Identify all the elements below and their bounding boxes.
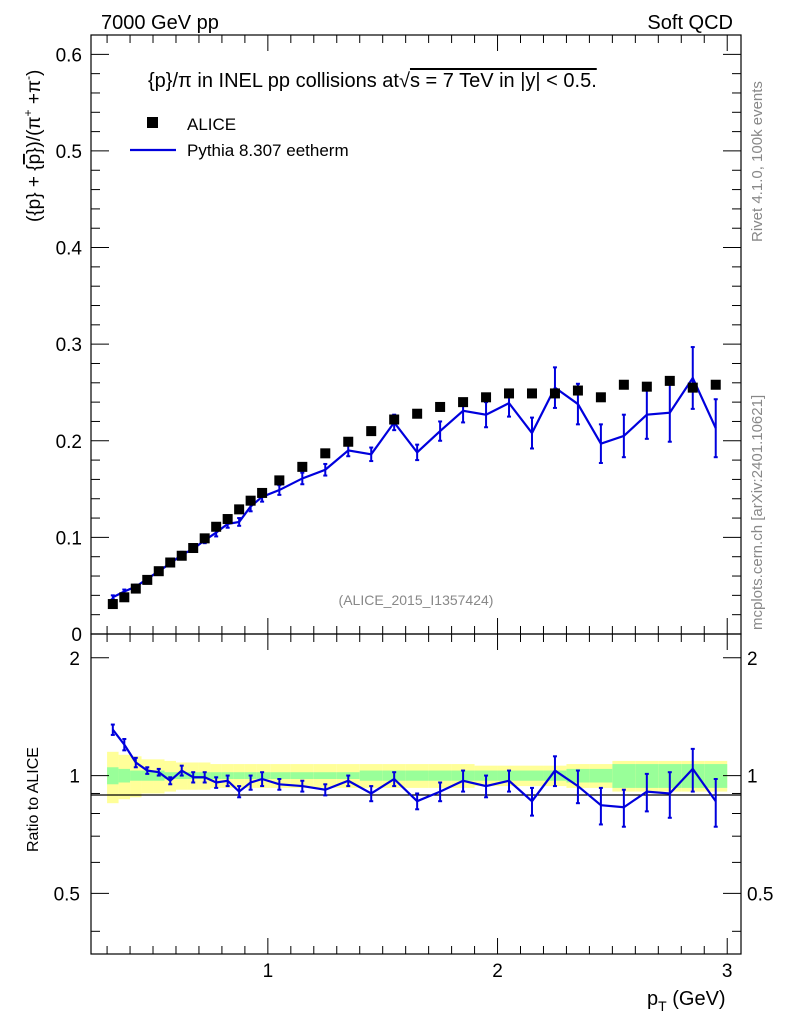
ratio-band-stat	[313, 772, 337, 779]
alice-point	[274, 475, 285, 486]
y-tick-label: 0.6	[56, 45, 82, 66]
y-tick-label: 0.1	[56, 528, 82, 549]
ratio-band-stat	[107, 767, 119, 785]
y-tick-label: 0.3	[56, 335, 82, 356]
ratio-band-stat	[130, 770, 142, 781]
y-axis-label: ({p} + {p})/(π+ +π-)	[21, 70, 45, 222]
alice-point	[595, 392, 606, 403]
ratio-band-stat	[612, 764, 636, 788]
pythia-ratio-series	[110, 723, 718, 828]
ratio-y-tick-label-right: 2	[747, 649, 758, 670]
ratio-axis-ticks: 1 2 3 0.5 0.5 1 1 2 2	[54, 634, 773, 982]
ratio-y-tick-label-right: 0.5	[747, 884, 773, 905]
alice-point	[641, 381, 652, 392]
ratio-band-stat	[520, 770, 544, 781]
alice-point	[234, 504, 245, 515]
ratio-band-stat	[270, 772, 291, 779]
alice-point	[526, 388, 537, 399]
alice-point	[142, 574, 153, 585]
header-left: 7000 GeV pp	[101, 12, 219, 34]
y-tick-label: 0.2	[56, 432, 82, 453]
legend-pythia-label: Pythia 8.307 eetherm	[187, 141, 349, 160]
alice-point	[618, 379, 629, 390]
alice-point	[458, 397, 469, 408]
pythia-line	[112, 375, 717, 599]
y-tick-label: 0.4	[56, 239, 83, 260]
ratio-band-stat	[233, 772, 245, 779]
pythia-ratio-line	[111, 728, 717, 809]
alice-point	[130, 583, 141, 594]
x-tick-label: 1	[263, 961, 274, 982]
alice-point	[257, 487, 268, 498]
ratio-frame	[90, 633, 742, 955]
ratio-y-tick-label: 2	[69, 649, 80, 670]
alice-point	[343, 436, 354, 447]
alice-point	[504, 388, 515, 399]
x-tick-label: 2	[492, 961, 503, 982]
ratio-y-axis-label: Ratio to ALICE	[25, 747, 42, 852]
ratio-y-tick-label: 0.5	[54, 884, 80, 905]
chart-title: {p}/π in INEL pp collisions at√s = 7 TeV…	[148, 70, 597, 92]
alice-point	[435, 401, 446, 412]
alice-point	[297, 461, 308, 472]
y-tick-label: 0.5	[56, 142, 82, 163]
title-s: s = 7 TeV in |y| < 0.5.	[410, 70, 597, 92]
alice-point	[119, 592, 130, 603]
ratio-band-stat	[359, 770, 383, 781]
ratio-band-stat	[210, 772, 222, 779]
ratio-band-stat	[164, 772, 176, 779]
ratio-band-stat	[589, 768, 613, 783]
x-tick-label: 3	[722, 961, 733, 982]
alice-point	[366, 426, 377, 437]
ratio-band-stat	[405, 770, 429, 781]
alice-point	[222, 514, 233, 525]
ratio-band-stat	[428, 770, 452, 781]
alice-point	[710, 379, 721, 390]
alice-point	[664, 375, 675, 386]
analysis-watermark: (ALICE_2015_I1357424)	[339, 592, 494, 608]
alice-point	[107, 599, 118, 610]
alice-point	[412, 408, 423, 419]
alice-point	[199, 533, 210, 544]
x-axis-label: pT (GeV)	[647, 988, 726, 1014]
alice-series	[107, 375, 721, 610]
ratio-band-stat	[118, 768, 131, 783]
alice-point	[572, 385, 583, 396]
rivet-label: Rivet 4.1.0, 100k events	[749, 81, 766, 242]
alice-point	[687, 382, 698, 393]
legend-alice-marker	[147, 117, 158, 128]
legend-alice-label: ALICE	[187, 115, 236, 134]
alice-point	[153, 566, 164, 577]
alice-point	[245, 495, 256, 506]
ratio-y-tick-label: 1	[69, 767, 80, 788]
alice-point	[389, 414, 400, 425]
ratio-band-stat	[290, 772, 314, 779]
alice-point	[549, 388, 560, 399]
alice-point	[211, 521, 222, 532]
mcplots-label: mcplots.cern.ch [arXiv:2401.10621]	[749, 395, 766, 630]
alice-point	[320, 448, 331, 459]
header-right: Soft QCD	[647, 12, 733, 34]
alice-point	[176, 550, 187, 561]
title-sqrt: √	[399, 70, 410, 92]
ratio-band-stat	[141, 770, 154, 781]
alice-point	[481, 392, 492, 403]
y-tick-label: 0	[71, 625, 82, 646]
alice-point	[165, 557, 176, 568]
main-axis-ticks: 0 0.1 0.2 0.3 0.4 0.5 0.6	[56, 34, 741, 646]
title-main: {p}/π in INEL pp collisions at	[148, 70, 399, 92]
ratio-band-stat	[704, 764, 728, 788]
ratio-band-stat	[256, 772, 271, 779]
alice-point	[188, 543, 199, 554]
ratio-y-tick-label-right: 1	[747, 767, 758, 788]
